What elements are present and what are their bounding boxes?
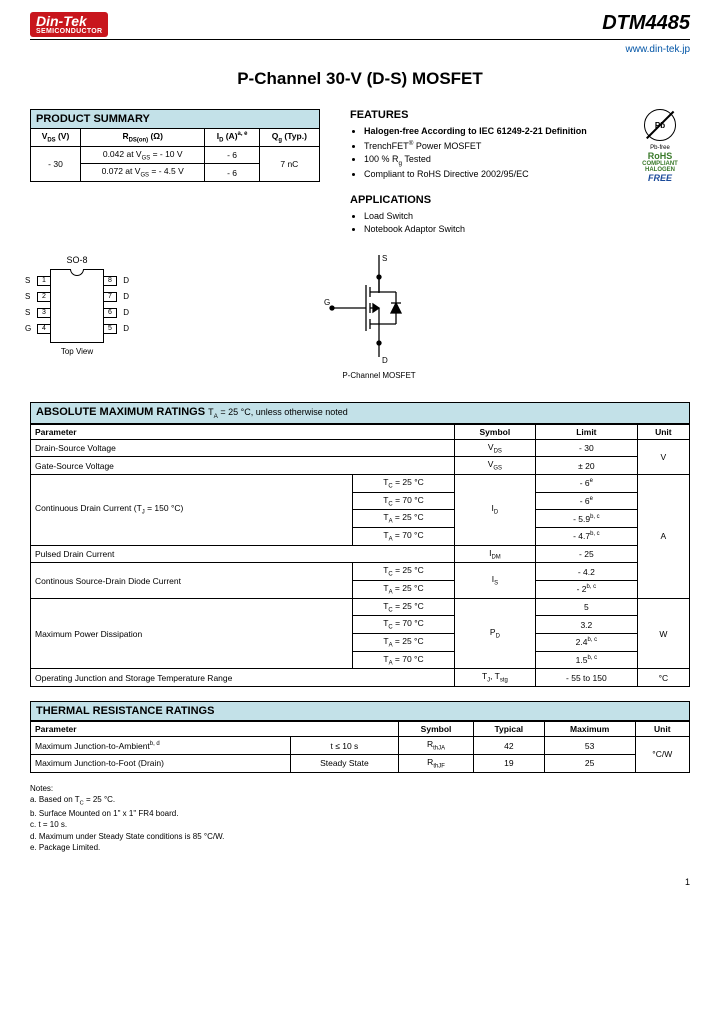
table-row: Maximum Junction-to-Foot (Drain) Steady … <box>31 754 690 772</box>
note-item: e. Package Limited. <box>30 842 690 853</box>
compliance-badges: Pb Pb-free RoHS COMPLIANT HALOGEN FREE <box>630 109 690 237</box>
abs-max-title: ABSOLUTE MAXIMUM RATINGS <box>36 406 205 418</box>
sym-d: D <box>382 356 388 365</box>
pin-label: D <box>123 276 129 285</box>
website-url[interactable]: www.din-tek.jp <box>30 44 690 55</box>
mosfet-symbol-icon: S G D <box>324 255 434 365</box>
feature-item: Compliant to RoHS Directive 2002/95/EC <box>364 168 622 182</box>
feature-item: Halogen-free According to IEC 61249-2-21… <box>364 125 622 139</box>
pin: 1 <box>37 276 51 286</box>
rohs-label: RoHS <box>630 151 690 161</box>
pin: 5 <box>103 324 117 334</box>
abs-max-header: ABSOLUTE MAXIMUM RATINGS TA = 25 °C, unl… <box>30 402 690 424</box>
pin-label: D <box>123 292 129 301</box>
thermal-table: Parameter Symbol Typical Maximum Unit Ma… <box>30 721 690 772</box>
package-diagram: SO-8 1 S 2 S 3 S 4 G 8 D 7 D 6 D 5 D Top… <box>50 255 104 380</box>
table-row: Maximum Power Dissipation TC = 25 °C PD … <box>31 598 690 616</box>
app-item: Load Switch <box>364 210 622 224</box>
sym-g: G <box>324 298 330 307</box>
package-caption: Top View <box>50 347 104 356</box>
pin-label: S <box>25 292 30 301</box>
table-row: Gate-Source Voltage VGS ± 20 <box>31 457 690 475</box>
note-item: b. Surface Mounted on 1" x 1" FR4 board. <box>30 808 690 819</box>
note-item: a. Based on TC = 25 °C. <box>30 794 690 808</box>
pin-label: G <box>25 324 31 333</box>
table-row: Maximum Junction-to-Ambientb, d t ≤ 10 s… <box>31 737 690 755</box>
feature-item: 100 % Rg Tested <box>364 153 622 168</box>
package-name: SO-8 <box>50 255 104 265</box>
ps-h1: RDS(on) (Ω) <box>81 129 205 147</box>
package-notch <box>70 269 84 276</box>
pin: 6 <box>103 308 117 318</box>
features-title: FEATURES <box>350 109 622 121</box>
free-label: FREE <box>630 173 690 183</box>
amr-h-param: Parameter <box>31 424 455 439</box>
th-h3: Typical <box>473 722 544 737</box>
ps-qg: 7 nC <box>259 146 319 181</box>
ps-r1: 0.072 at VGS = - 4.5 V <box>81 164 205 182</box>
pin: 3 <box>37 308 51 318</box>
pin-label: S <box>25 308 30 317</box>
thermal-header: THERMAL RESISTANCE RATINGS <box>30 701 690 721</box>
brand-name: Din-Tek <box>36 14 102 28</box>
table-row: Pulsed Drain Current IDM - 25 <box>31 545 690 563</box>
page-number: 1 <box>30 877 690 887</box>
table-row: Continuous Drain Current (TJ = 150 °C) T… <box>31 474 690 492</box>
pin-label: S <box>25 276 30 285</box>
ps-vds: - 30 <box>31 146 81 181</box>
amr-h-limit: Limit <box>536 424 638 439</box>
summary-features-row: PRODUCT SUMMARY VDS (V) RDS(on) (Ω) ID (… <box>30 109 690 237</box>
schematic-symbol: S G D P-Channel MOSFET <box>324 255 434 380</box>
notes-title: Notes: <box>30 783 690 794</box>
table-row: Continous Source-Drain Diode Current TC … <box>31 563 690 581</box>
ps-h3: Qg (Typ.) <box>259 129 319 147</box>
header-rule <box>30 39 690 40</box>
th-h0: Parameter <box>31 722 399 737</box>
applications-list: Load Switch Notebook Adaptor Switch <box>350 210 622 237</box>
ps-id1: - 6 <box>205 164 259 182</box>
ps-h2: ID (A)a, e <box>205 129 259 147</box>
product-summary-title: PRODUCT SUMMARY <box>30 109 320 128</box>
pin: 8 <box>103 276 117 286</box>
abs-max-table: Parameter Symbol Limit Unit Drain-Source… <box>30 424 690 688</box>
part-number: DTM4485 <box>602 12 690 35</box>
note-item: d. Maximum under Steady State conditions… <box>30 831 690 842</box>
note-item: c. t = 10 s. <box>30 819 690 830</box>
diagrams-row: SO-8 1 S 2 S 3 S 4 G 8 D 7 D 6 D 5 D Top… <box>50 255 690 380</box>
page-title: P-Channel 30-V (D-S) MOSFET <box>30 69 690 89</box>
table-row: Drain-Source Voltage VDS - 30 V <box>31 439 690 457</box>
th-h4: Maximum <box>544 722 635 737</box>
features-column: FEATURES Halogen-free According to IEC 6… <box>350 109 690 237</box>
pin: 7 <box>103 292 117 302</box>
amr-h-sym: Symbol <box>454 424 535 439</box>
ps-id0: - 6 <box>205 146 259 164</box>
symbol-caption: P-Channel MOSFET <box>324 371 434 380</box>
package-outline: 1 S 2 S 3 S 4 G 8 D 7 D 6 D 5 D <box>50 269 104 343</box>
th-h5: Unit <box>635 722 689 737</box>
pin: 4 <box>37 324 51 334</box>
app-item: Notebook Adaptor Switch <box>364 223 622 237</box>
pb-free-icon: Pb <box>644 109 676 141</box>
pin-label: D <box>123 324 129 333</box>
page-header: Din-Tek SEMICONDUCTOR DTM4485 <box>30 12 690 37</box>
product-summary-block: PRODUCT SUMMARY VDS (V) RDS(on) (Ω) ID (… <box>30 109 320 182</box>
feature-item: TrenchFET® Power MOSFET <box>364 139 622 154</box>
pin: 2 <box>37 292 51 302</box>
features-list: Halogen-free According to IEC 61249-2-21… <box>350 125 622 182</box>
table-row: Operating Junction and Storage Temperatu… <box>31 669 690 687</box>
brand-logo: Din-Tek SEMICONDUCTOR <box>30 12 108 37</box>
ps-r0: 0.042 at VGS = - 10 V <box>81 146 205 164</box>
notes-block: Notes: a. Based on TC = 25 °C. b. Surfac… <box>30 783 690 853</box>
brand-sub: SEMICONDUCTOR <box>36 28 102 35</box>
ps-h0: VDS (V) <box>31 129 81 147</box>
abs-max-cond: TA = 25 °C, unless otherwise noted <box>208 407 348 417</box>
amr-h-unit: Unit <box>637 424 689 439</box>
sym-s: S <box>382 255 387 263</box>
thermal-title: THERMAL RESISTANCE RATINGS <box>36 705 214 717</box>
th-h2: Symbol <box>399 722 474 737</box>
pin-label: D <box>123 308 129 317</box>
product-summary-table: VDS (V) RDS(on) (Ω) ID (A)a, e Qg (Typ.)… <box>30 128 320 182</box>
applications-title: APPLICATIONS <box>350 194 622 206</box>
